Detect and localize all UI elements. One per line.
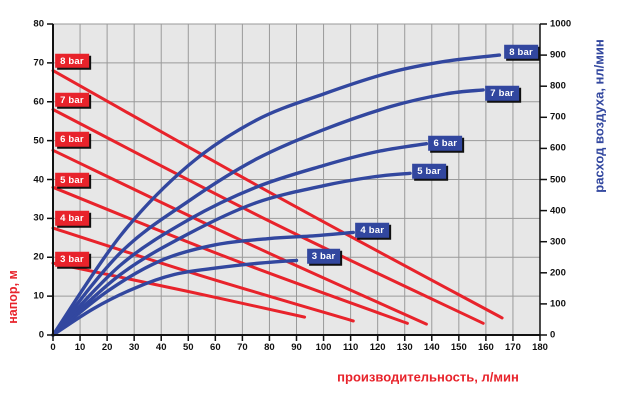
flow-curve-label-6-bar: 6 bar [428,135,463,151]
x-tick-label: 40 [155,342,167,353]
y-right-tick-label: 500 [550,173,566,185]
y-right-tick-label: 200 [550,267,566,279]
y-left-axis-title: напор, м [5,270,20,324]
flow-curve-7-bar [51,88,485,337]
y-right-tick-label: 400 [550,204,566,216]
head-curve-label-5-bar: 5 bar [55,172,89,187]
y-left-tick-label: 50 [33,134,44,146]
flow-curve-label-8-bar: 8 bar [504,44,538,60]
x-tick-label: 10 [74,342,86,353]
flow-curve-label-5-bar: 5 bar [412,163,446,179]
x-tick-label: 60 [210,342,221,353]
x-tick-label: 110 [342,342,359,353]
x-tick-label: 140 [423,342,440,353]
y-left-tick-label: 70 [33,57,44,69]
flow-curve-6-bar [51,142,429,337]
flow-curve-label-4-bar: 4 bar [355,222,390,238]
x-tick-label: 90 [291,342,302,353]
x-tick-label: 160 [477,342,494,353]
x-tick-label: 0 [50,342,56,353]
x-tick-label: 120 [369,342,386,353]
x-tick-label: 70 [237,342,248,353]
y-right-tick-label: 800 [550,80,566,92]
x-tick-label: 100 [315,342,332,353]
y-left-tick-label: 10 [33,290,44,302]
y-right-tick-label: 0 [550,329,556,341]
y-right-tick-label: 600 [550,142,566,154]
x-tick-label: 170 [505,342,521,353]
y-right-axis-title: расход воздуха, нл/мин [591,39,607,193]
x-tick-label: 150 [450,342,467,353]
head-curve-5-bar [51,185,409,325]
y-left-tick-label: 60 [33,96,44,107]
y-right-tick-label: 300 [550,235,566,247]
head-curve-label-4-bar: 4 bar [55,211,89,226]
head-curve-label-6-bar: 6 bar [55,132,89,147]
head-curve-label-3-bar: 3 bar [55,251,89,267]
head-curve-label-8-bar: 8 bar [55,53,89,69]
y-left-tick-label: 20 [33,251,44,263]
y-right-tick-label: 900 [550,49,566,61]
x-tick-label: 50 [182,342,194,353]
x-tick-label: 20 [101,342,113,353]
y-right-tick-label: 1000 [550,18,572,30]
y-left-tick-label: 0 [38,329,44,341]
y-right-tick-label: 700 [550,111,566,123]
flow-curve-3-bar [51,258,299,337]
head-curve-label-7-bar: 7 bar [55,92,89,108]
y-left-tick-label: 30 [33,212,44,224]
x-tick-label: 30 [128,342,140,353]
flow-curve-4-bar [51,230,355,337]
x-tick-label: 130 [396,342,413,353]
head-curve-7-bar [51,108,485,325]
flow-curve-8-bar [51,53,502,337]
flow-curve-5-bar [51,171,412,337]
head-curve-8-bar [51,69,504,320]
y-left-tick-label: 40 [33,173,44,185]
head-curve-4-bar [51,226,355,323]
head-curve-3-bar [51,261,307,319]
flow-curve-label-3-bar: 3 bar [306,248,341,264]
x-tick-label: 180 [532,342,548,353]
x-tick-label: 80 [264,342,275,353]
y-left-tick-label: 80 [33,18,44,30]
y-right-tick-label: 100 [550,298,566,310]
x-axis-title: производительность, л/мин [337,369,519,385]
flow-curve-label-7-bar: 7 bar [485,85,519,101]
